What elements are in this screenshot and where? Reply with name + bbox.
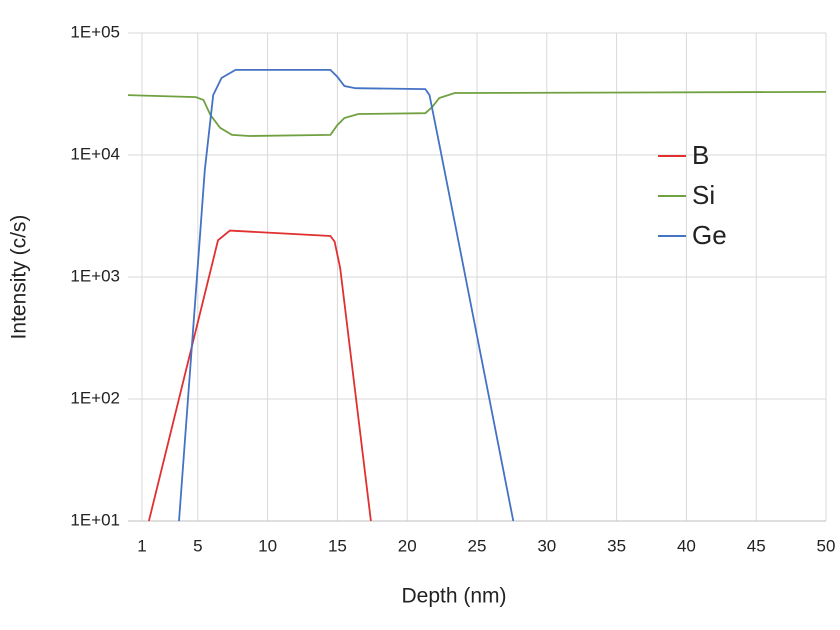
legend-label: Si — [692, 180, 715, 210]
data-line — [148, 229, 372, 522]
data-line — [178, 69, 515, 522]
x-tick-label: 5 — [193, 536, 202, 555]
y-tick-label: 1E+03 — [70, 266, 120, 285]
y-tick-label: 1E+02 — [70, 388, 120, 407]
legend-label: Ge — [692, 220, 727, 250]
x-tick-label: 25 — [468, 536, 487, 555]
legend-label: B — [692, 140, 709, 170]
x-tick-label: 40 — [677, 536, 696, 555]
x-axis-title: Depth (nm) — [401, 585, 506, 608]
x-tick-label: 10 — [258, 536, 277, 555]
x-tick-label: 30 — [537, 536, 556, 555]
x-tick-label: 15 — [328, 536, 347, 555]
y-tick-label: 1E+05 — [70, 22, 120, 41]
x-tick-label: 35 — [607, 536, 626, 555]
data-line — [127, 91, 827, 137]
y-axis-title: Intensity (c/s) — [8, 215, 31, 340]
x-tick-label: 45 — [747, 536, 766, 555]
y-tick-label: 1E+01 — [70, 510, 120, 529]
y-tick-label: 1E+04 — [70, 144, 120, 163]
x-tick-label: 50 — [817, 536, 836, 555]
x-tick-label: 20 — [398, 536, 417, 555]
x-tick-label: 1 — [137, 536, 146, 555]
